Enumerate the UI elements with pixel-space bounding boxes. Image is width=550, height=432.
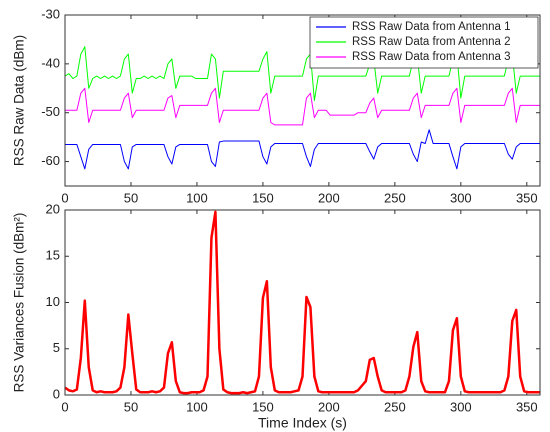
x-tick-label: 350 [516, 399, 538, 414]
x-tick-label: 50 [124, 399, 138, 414]
y-tick-label: 20 [46, 201, 60, 216]
y-tick-label: -50 [41, 104, 60, 119]
y-tick-label: 10 [46, 294, 60, 309]
x-tick-label: 0 [61, 190, 68, 205]
x-tick-label: 0 [61, 399, 68, 414]
x-tick-label: 300 [450, 399, 472, 414]
axes-frame [64, 14, 541, 187]
y-tick-label: 5 [53, 340, 60, 355]
legend-label: RSS Raw Data from Antenna 3 [352, 51, 511, 63]
y-tick-label: -30 [41, 6, 60, 21]
series-line [65, 129, 540, 170]
x-axis-label: Time Index (s) [258, 415, 347, 431]
x-tick-label: 100 [186, 190, 208, 205]
series-line [65, 87, 540, 126]
y-tick-label: -40 [41, 55, 60, 70]
x-tick-label: 150 [252, 190, 274, 205]
x-tick-label: 200 [318, 399, 340, 414]
x-tick-label: 50 [124, 190, 138, 205]
y-tick-label: 0 [53, 386, 60, 401]
series-line [64, 46, 540, 101]
x-tick-label: 300 [450, 190, 472, 205]
y-axis-label: RSS Variances Fusion (dBm²) [12, 213, 27, 393]
x-tick-label: 350 [516, 190, 538, 205]
x-tick-label: 200 [318, 190, 340, 205]
y-tick-label: 15 [46, 248, 60, 263]
y-tick-label: -60 [41, 153, 60, 168]
series-line [64, 210, 540, 395]
legend-box [309, 16, 539, 69]
axes-frame [64, 209, 541, 396]
x-tick-label: 150 [252, 399, 274, 414]
legend-label: RSS Raw Data from Antenna 1 [352, 21, 511, 33]
x-tick-label: 250 [384, 190, 406, 205]
legend-label: RSS Raw Data from Antenna 2 [352, 36, 511, 48]
y-axis-label: RSS Raw Data (dBm) [12, 35, 27, 166]
x-tick-label: 100 [186, 399, 208, 414]
x-tick-label: 250 [384, 399, 406, 414]
